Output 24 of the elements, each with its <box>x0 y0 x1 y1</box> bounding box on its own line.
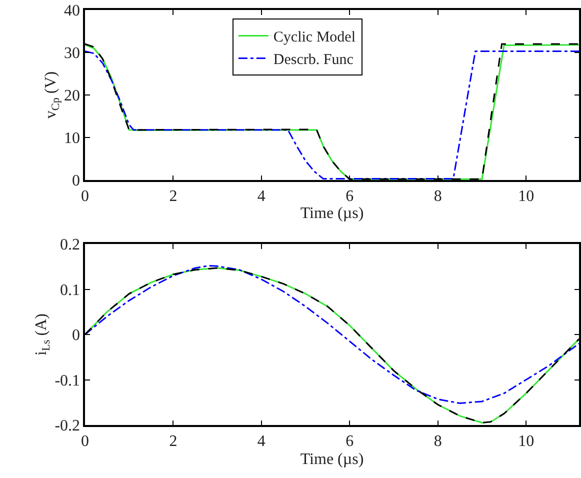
legend-label: Cyclic Model <box>273 30 356 46</box>
y-tick-label: 20 <box>64 88 80 105</box>
y-tick-label: 10 <box>64 130 80 148</box>
x-tick-label: 6 <box>346 432 354 450</box>
x-tick-label: 4 <box>257 432 266 450</box>
x-tick-label: 2 <box>169 188 178 205</box>
y-tick-label: 0 <box>72 172 80 190</box>
legend-label: Descrb. Func <box>273 52 354 68</box>
x-tick-label: 8 <box>434 432 442 450</box>
x-tick-label: 4 <box>257 188 266 205</box>
y-tick-label: -0.2 <box>54 418 80 435</box>
x-tick-label: 2 <box>169 432 178 450</box>
y-tick-label: 0.1 <box>60 282 80 299</box>
y-tick-label: 0.2 <box>60 236 80 254</box>
x-tick-label: 10 <box>518 188 534 205</box>
y-tick-label: 0 <box>72 327 80 344</box>
x-axis-title: Time (µs) <box>300 451 364 468</box>
y-tick-label: -0.1 <box>54 372 80 390</box>
x-tick-label: 8 <box>434 188 442 205</box>
x-tick-label: 10 <box>518 432 534 450</box>
x-axis-title: Time (µs) <box>300 205 364 222</box>
y-tick-label: 30 <box>64 45 80 62</box>
y-tick-label: 40 <box>64 2 80 20</box>
x-tick-label: 6 <box>346 188 354 205</box>
